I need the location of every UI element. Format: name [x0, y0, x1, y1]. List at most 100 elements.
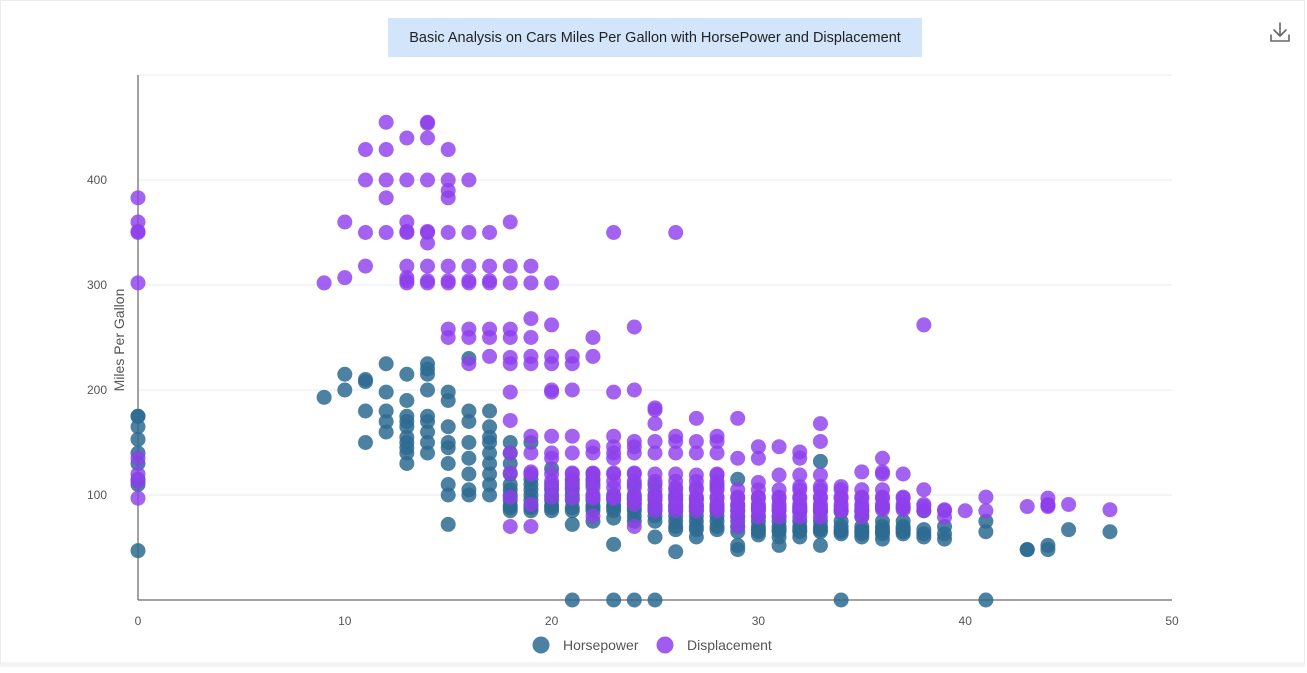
data-point[interactable] — [874, 464, 890, 480]
data-point[interactable] — [606, 428, 622, 444]
data-point[interactable] — [833, 479, 849, 495]
data-point[interactable] — [668, 445, 684, 461]
data-point[interactable] — [544, 382, 560, 398]
data-point[interactable] — [399, 214, 415, 230]
data-point[interactable] — [399, 258, 415, 274]
data-point[interactable] — [626, 465, 642, 481]
data-point[interactable] — [874, 450, 890, 466]
data-point[interactable] — [502, 465, 518, 481]
data-point[interactable] — [440, 258, 456, 274]
data-point[interactable] — [606, 465, 622, 481]
data-point[interactable] — [688, 433, 704, 449]
data-point[interactable] — [812, 537, 828, 553]
data-point[interactable] — [420, 130, 436, 146]
data-point[interactable] — [895, 513, 911, 529]
data-point[interactable] — [544, 275, 560, 291]
data-point[interactable] — [688, 410, 704, 426]
data-point[interactable] — [626, 382, 642, 398]
data-point[interactable] — [895, 489, 911, 505]
data-point[interactable] — [482, 456, 498, 471]
data-point[interactable] — [812, 453, 828, 469]
data-point[interactable] — [482, 321, 498, 337]
data-point[interactable] — [378, 414, 394, 429]
data-point[interactable] — [502, 489, 518, 505]
data-point[interactable] — [482, 466, 498, 482]
data-point[interactable] — [357, 172, 373, 188]
data-point[interactable] — [502, 258, 518, 274]
data-point[interactable] — [750, 439, 766, 455]
data-point[interactable] — [420, 258, 436, 274]
data-point[interactable] — [585, 348, 601, 364]
data-point[interactable] — [1061, 522, 1077, 538]
legend-item-horsepower[interactable]: Horsepower — [532, 636, 639, 654]
data-point[interactable] — [130, 214, 146, 230]
data-point[interactable] — [585, 508, 601, 524]
data-point[interactable] — [771, 439, 787, 455]
data-point[interactable] — [626, 592, 642, 608]
data-point[interactable] — [544, 428, 560, 444]
data-point[interactable] — [916, 317, 932, 333]
data-point[interactable] — [1019, 499, 1035, 515]
data-point[interactable] — [523, 330, 539, 345]
data-point[interactable] — [688, 445, 704, 461]
data-point[interactable] — [378, 403, 394, 419]
data-point[interactable] — [461, 482, 477, 498]
data-point[interactable] — [792, 479, 808, 495]
data-point[interactable] — [440, 172, 456, 188]
data-point[interactable] — [130, 543, 146, 559]
data-point[interactable] — [420, 408, 436, 424]
data-point[interactable] — [523, 445, 539, 461]
data-point[interactable] — [502, 349, 518, 365]
data-point[interactable] — [1040, 498, 1056, 513]
data-point[interactable] — [482, 429, 498, 445]
data-point[interactable] — [378, 142, 394, 158]
data-point[interactable] — [440, 183, 456, 198]
data-point[interactable] — [440, 487, 456, 503]
data-point[interactable] — [440, 384, 456, 400]
data-point[interactable] — [399, 270, 415, 286]
data-point[interactable] — [420, 223, 436, 239]
data-point[interactable] — [1061, 496, 1077, 512]
data-point[interactable] — [482, 403, 498, 419]
data-point[interactable] — [316, 275, 332, 291]
data-point[interactable] — [440, 456, 456, 471]
data-point[interactable] — [978, 592, 994, 608]
data-point[interactable] — [978, 524, 994, 540]
data-point[interactable] — [378, 225, 394, 240]
data-point[interactable] — [916, 496, 932, 512]
data-point[interactable] — [482, 445, 498, 461]
data-point[interactable] — [399, 408, 415, 424]
data-point[interactable] — [337, 214, 353, 230]
data-point[interactable] — [564, 445, 580, 461]
data-point[interactable] — [399, 429, 415, 445]
data-point[interactable] — [482, 273, 498, 289]
data-point[interactable] — [461, 435, 477, 450]
data-point[interactable] — [750, 450, 766, 466]
data-point[interactable] — [378, 424, 394, 440]
data-point[interactable] — [378, 172, 394, 188]
data-point[interactable] — [1102, 502, 1118, 518]
data-point[interactable] — [1102, 524, 1118, 540]
data-point[interactable] — [606, 536, 622, 552]
data-point[interactable] — [709, 466, 725, 482]
data-point[interactable] — [461, 356, 477, 372]
data-point[interactable] — [916, 482, 932, 498]
data-point[interactable] — [730, 450, 746, 466]
data-point[interactable] — [420, 114, 436, 130]
data-point[interactable] — [564, 428, 580, 444]
data-point[interactable] — [502, 321, 518, 337]
data-point[interactable] — [130, 466, 146, 482]
data-point[interactable] — [854, 482, 870, 498]
data-point[interactable] — [420, 273, 436, 289]
data-point[interactable] — [378, 190, 394, 206]
data-point[interactable] — [978, 513, 994, 529]
data-point[interactable] — [585, 439, 601, 455]
data-point[interactable] — [564, 592, 580, 608]
data-point[interactable] — [461, 414, 477, 429]
data-point[interactable] — [130, 419, 146, 435]
data-point[interactable] — [420, 424, 436, 440]
data-point[interactable] — [833, 592, 849, 608]
data-point[interactable] — [502, 477, 518, 492]
data-point[interactable] — [688, 467, 704, 483]
data-point[interactable] — [585, 330, 601, 345]
